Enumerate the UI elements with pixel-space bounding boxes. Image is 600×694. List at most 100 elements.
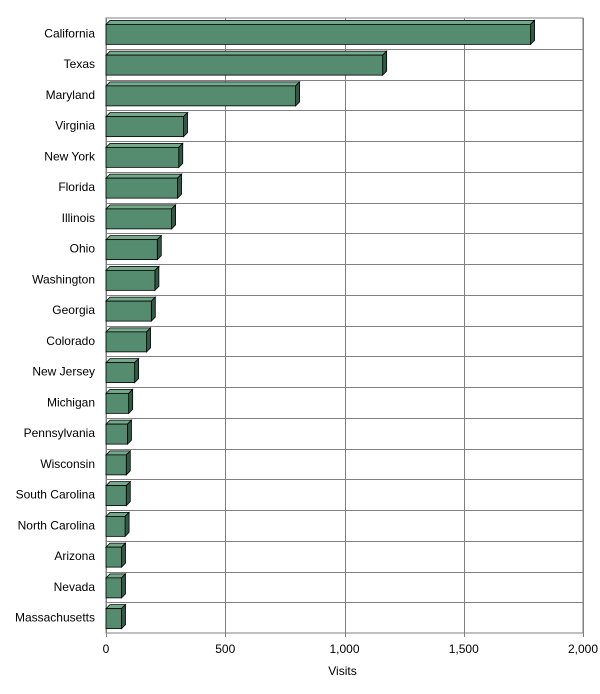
bar-side-face [150, 296, 156, 323]
category-label: Georgia [52, 303, 95, 317]
bar-side-face [127, 419, 132, 446]
bar-side-face [178, 142, 184, 169]
bar-front-face [105, 146, 180, 168]
x-tick-label: 500 [215, 642, 235, 656]
bar [105, 572, 127, 599]
bar [105, 326, 152, 353]
category-label: New York [44, 149, 96, 163]
category-label: North Carolina [18, 518, 96, 532]
bar-side-face [121, 542, 126, 569]
bar-front-face [105, 54, 384, 76]
bar [105, 388, 134, 415]
bar [105, 449, 132, 476]
x-tick-label: 1,000 [329, 642, 359, 656]
bar-side-face [134, 357, 140, 384]
bar [105, 419, 133, 446]
bar-top-face [105, 204, 177, 210]
bar [105, 542, 127, 569]
bar-side-face [156, 234, 162, 261]
bar-side-face [125, 480, 131, 507]
bar-top-face [105, 50, 388, 56]
bar-front-face [105, 454, 127, 476]
bar-top-face [105, 112, 189, 118]
category-label: Illinois [62, 211, 95, 225]
bar-side-face [121, 572, 126, 599]
bar [105, 511, 131, 538]
gridlines [105, 17, 584, 634]
bar-front-face [105, 300, 152, 322]
bar-top-face [105, 19, 536, 25]
bar-top-face [105, 265, 160, 271]
bar-side-face [154, 265, 160, 292]
x-tick-label: 2,000 [568, 642, 598, 656]
category-label: Pennsylvania [24, 426, 96, 440]
bar-side-face [128, 388, 134, 415]
bar-side-face [146, 326, 151, 353]
bar [105, 265, 160, 292]
category-label: Virginia [55, 119, 95, 133]
x-tick-label: 1,500 [449, 642, 479, 656]
bar [105, 234, 163, 261]
bar [105, 50, 388, 77]
category-label: South Carolina [16, 488, 96, 502]
bar-top-face [105, 358, 140, 364]
x-tick-label: 0 [103, 642, 110, 656]
category-labels: California Texas Maryland Virginia New York F… [15, 26, 96, 624]
bar-side-face [382, 50, 388, 77]
bar [105, 203, 177, 230]
bar-front-face [105, 546, 122, 568]
x-axis-ticks: 0 500 1,000 1,500 2,000 [103, 633, 598, 656]
bar [105, 80, 301, 107]
bar-front-face [105, 577, 122, 599]
bar-front-face [105, 423, 128, 445]
category-label: Colorado [46, 334, 95, 348]
x-axis-title: Visits [328, 664, 356, 678]
bar-front-face [105, 608, 122, 630]
bar-side-face [125, 449, 131, 476]
bar-top-face [105, 142, 184, 148]
category-label: Wisconsin [40, 457, 95, 471]
bar-front-face [105, 177, 178, 199]
bar-front-face [105, 515, 126, 537]
bar-side-face [171, 203, 176, 230]
bar [105, 111, 189, 138]
bar [105, 142, 184, 169]
category-label: Michigan [47, 395, 95, 409]
bar-front-face [105, 208, 172, 230]
bar [105, 603, 127, 630]
category-label: California [44, 26, 95, 40]
category-label: Nevada [54, 580, 96, 594]
bar-side-face [177, 173, 182, 200]
bar [105, 480, 132, 507]
category-label: New Jersey [32, 365, 95, 379]
bar-front-face [105, 116, 184, 138]
bar-front-face [105, 392, 130, 414]
bar [105, 357, 140, 384]
bar-side-face [183, 111, 188, 138]
category-label: Texas [64, 57, 95, 71]
bar-side-face [121, 603, 126, 630]
bar-front-face [105, 85, 297, 107]
bar [105, 19, 536, 46]
category-label: Florida [58, 180, 95, 194]
bar-front-face [105, 485, 127, 507]
bars [105, 19, 536, 630]
category-label: Arizona [54, 549, 95, 563]
bar-side-face [530, 19, 535, 46]
category-label: Maryland [46, 88, 95, 102]
bar-top-face [105, 327, 152, 333]
bar-top-face [105, 81, 301, 87]
bar-top-face [105, 388, 134, 394]
bar-front-face [105, 331, 147, 353]
bar-front-face [105, 269, 156, 291]
bar-top-face [105, 235, 163, 241]
bar-front-face [105, 362, 136, 384]
bar-top-face [105, 296, 157, 302]
bar-front-face [105, 239, 158, 261]
category-label: Washington [32, 272, 95, 286]
bar-side-face [124, 511, 130, 538]
bar-side-face [295, 80, 301, 107]
bar-front-face [105, 23, 531, 45]
bar-top-face [105, 173, 183, 179]
